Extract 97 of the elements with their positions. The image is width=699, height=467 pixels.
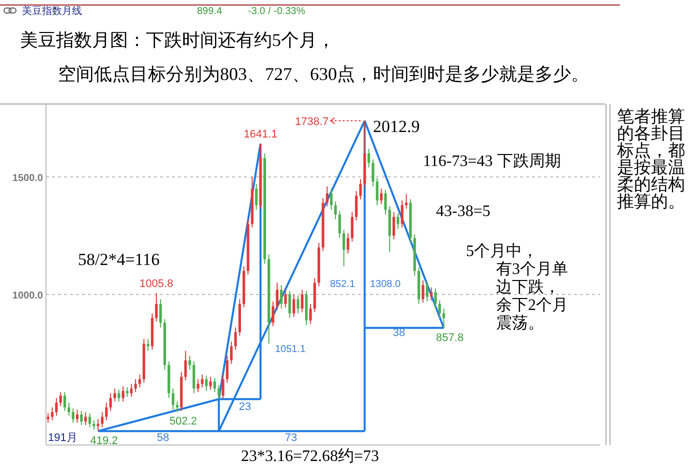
- annotation: 852.1: [330, 279, 356, 290]
- annotation: 1051.1: [275, 344, 306, 355]
- candlestick: [72, 408, 74, 424]
- annotation: 1738.7: [295, 116, 329, 128]
- candlestick: [276, 282, 278, 310]
- candlestick: [88, 412, 92, 428]
- candlestick: [105, 402, 108, 421]
- candlestick: [80, 410, 83, 426]
- annotation: 1308.0: [370, 279, 402, 290]
- chart-title: 美豆指数月图：下跌时间还有约5个月，: [20, 30, 335, 50]
- candlestick: [76, 409, 79, 424]
- candlestick: [422, 280, 424, 304]
- annotation: 857.8: [436, 332, 464, 344]
- annotation: 43-38=5: [436, 203, 490, 220]
- candlestick: [100, 412, 104, 428]
- candlestick: [172, 388, 174, 410]
- candlestick: [184, 350, 187, 381]
- candlestick: [130, 383, 133, 398]
- candlestick: [118, 389, 120, 402]
- candlestick: [50, 406, 54, 421]
- candlestick: [59, 392, 62, 407]
- candlestick: [384, 189, 387, 216]
- candlestick: [205, 375, 208, 392]
- annotation: 38: [392, 327, 406, 339]
- candlestick: [355, 190, 358, 221]
- candlestick: [255, 183, 258, 210]
- candlestick: [309, 303, 312, 324]
- candlestick: [442, 308, 446, 328]
- candlestick: [159, 298, 162, 328]
- candlestick: [400, 200, 404, 228]
- candlestick: [284, 289, 287, 308]
- candlestick: [392, 212, 396, 240]
- candlestick: [438, 300, 441, 319]
- candlestick: [330, 188, 333, 210]
- text: 笔者推算的各卦目标点，都是按最温柔的结构推算的。: [616, 107, 685, 211]
- candlestick: [272, 301, 274, 327]
- candlestick: [342, 229, 346, 267]
- annotation: 191月: [48, 432, 78, 444]
- annotation: 2012.9: [373, 117, 420, 136]
- candlestick: [326, 186, 328, 207]
- candlestick: [226, 355, 228, 384]
- annotation: 23: [238, 401, 252, 413]
- candlestick: [200, 374, 204, 388]
- candlestick: [430, 286, 433, 301]
- annotation: 1005.8: [140, 278, 174, 290]
- candlestick: [192, 361, 196, 394]
- y-tick-label: 1500.0: [12, 172, 44, 184]
- text: 899.4: [197, 6, 222, 17]
- candlestick: [292, 294, 296, 318]
- candlestick: [396, 212, 400, 230]
- candlestick: [296, 295, 300, 314]
- candlestick: [126, 386, 129, 398]
- candlestick: [84, 412, 87, 426]
- candlestick: [134, 378, 137, 393]
- candlestick: [213, 377, 216, 393]
- candlestick: [55, 397, 58, 416]
- candlestick: [63, 392, 66, 412]
- annotation: 58: [156, 432, 170, 444]
- candlestick: [188, 355, 192, 370]
- candlestick: [334, 201, 337, 220]
- candlestick: [372, 158, 374, 187]
- annotation: 419.2: [90, 435, 118, 448]
- text: 23*3.16=72.68约=73: [240, 448, 380, 465]
- candlestick: [350, 212, 354, 242]
- annotation: 73: [284, 432, 298, 444]
- candlestick: [434, 288, 437, 310]
- candlestick: [280, 284, 283, 310]
- candlestick: [196, 378, 200, 393]
- candlestick: [209, 376, 212, 390]
- annotation: 5个月中，有3个月单边下跌，余下2个月震荡。: [466, 242, 568, 332]
- candlestick: [230, 341, 233, 364]
- candlestick: [346, 232, 350, 254]
- text: 美豆指数月线: [22, 5, 82, 17]
- y-tick-label: 1000.0: [12, 290, 44, 302]
- candlestick: [368, 148, 370, 168]
- candlestick: [222, 374, 224, 400]
- candlestick: [359, 178, 362, 200]
- candlestick: [426, 281, 428, 302]
- chart-subtitle: 空间低点目标分别为803、727、630点，时间到时是多少就是多少。: [58, 64, 589, 84]
- annotation: 116-73=43 下跌周期: [423, 152, 561, 170]
- candlestick: [109, 392, 112, 412]
- candlestick: [234, 326, 237, 350]
- annotation: 1641.1: [244, 128, 278, 141]
- annotation: 502.2: [169, 416, 197, 428]
- candlestick: [122, 386, 124, 402]
- candlestick: [380, 188, 383, 204]
- candlestick: [176, 400, 179, 412]
- candlestick: [68, 402, 70, 416]
- candlestick: [300, 289, 304, 313]
- candlestick: [138, 374, 142, 388]
- candlestick: [155, 292, 158, 322]
- candlestick: [338, 210, 341, 239]
- candlestick: [113, 388, 116, 402]
- annotation: 58/2*4=116: [78, 250, 160, 269]
- candlestick: [288, 290, 291, 319]
- text: -3.0 / -0.33%: [248, 6, 306, 17]
- candlestick: [376, 178, 378, 206]
